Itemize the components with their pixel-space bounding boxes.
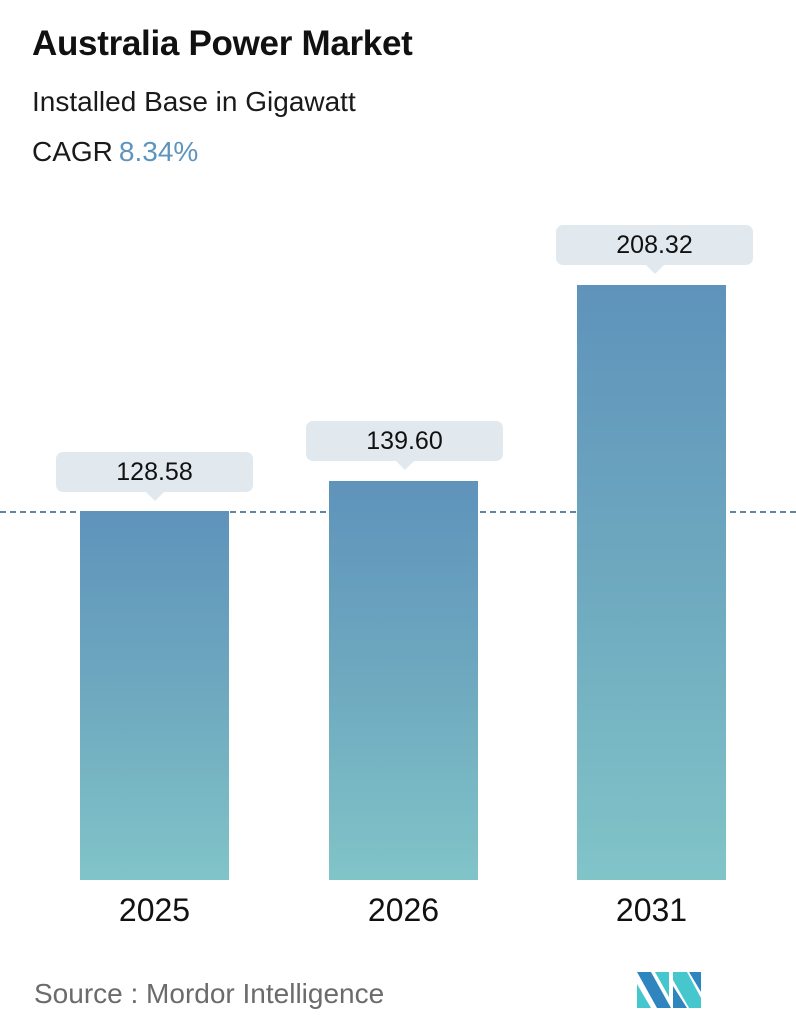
cagr-line: CAGR 8.34% (32, 136, 198, 168)
mordor-logo-icon (637, 972, 701, 1008)
x-label-2031: 2031 (615, 892, 688, 928)
x-label-2026: 2026 (367, 892, 440, 928)
x-label-2025: 2025 (118, 892, 191, 928)
value-bubble-2026: 139.60 (306, 421, 503, 470)
chart-title: Australia Power Market (32, 24, 413, 63)
cagr-label: CAGR (32, 136, 113, 167)
cagr-value: 8.34% (118, 136, 199, 167)
bar-2031 (577, 285, 726, 880)
chart-subtitle: Installed Base in Gigawatt (32, 86, 356, 117)
bar-2025 (80, 511, 229, 880)
value-bubble-2025: 128.58 (56, 452, 253, 501)
source-text: Source : Mordor Intelligence (34, 978, 385, 1009)
value-bubble-2031: 208.32 (556, 225, 753, 274)
bar-2026 (329, 481, 478, 880)
